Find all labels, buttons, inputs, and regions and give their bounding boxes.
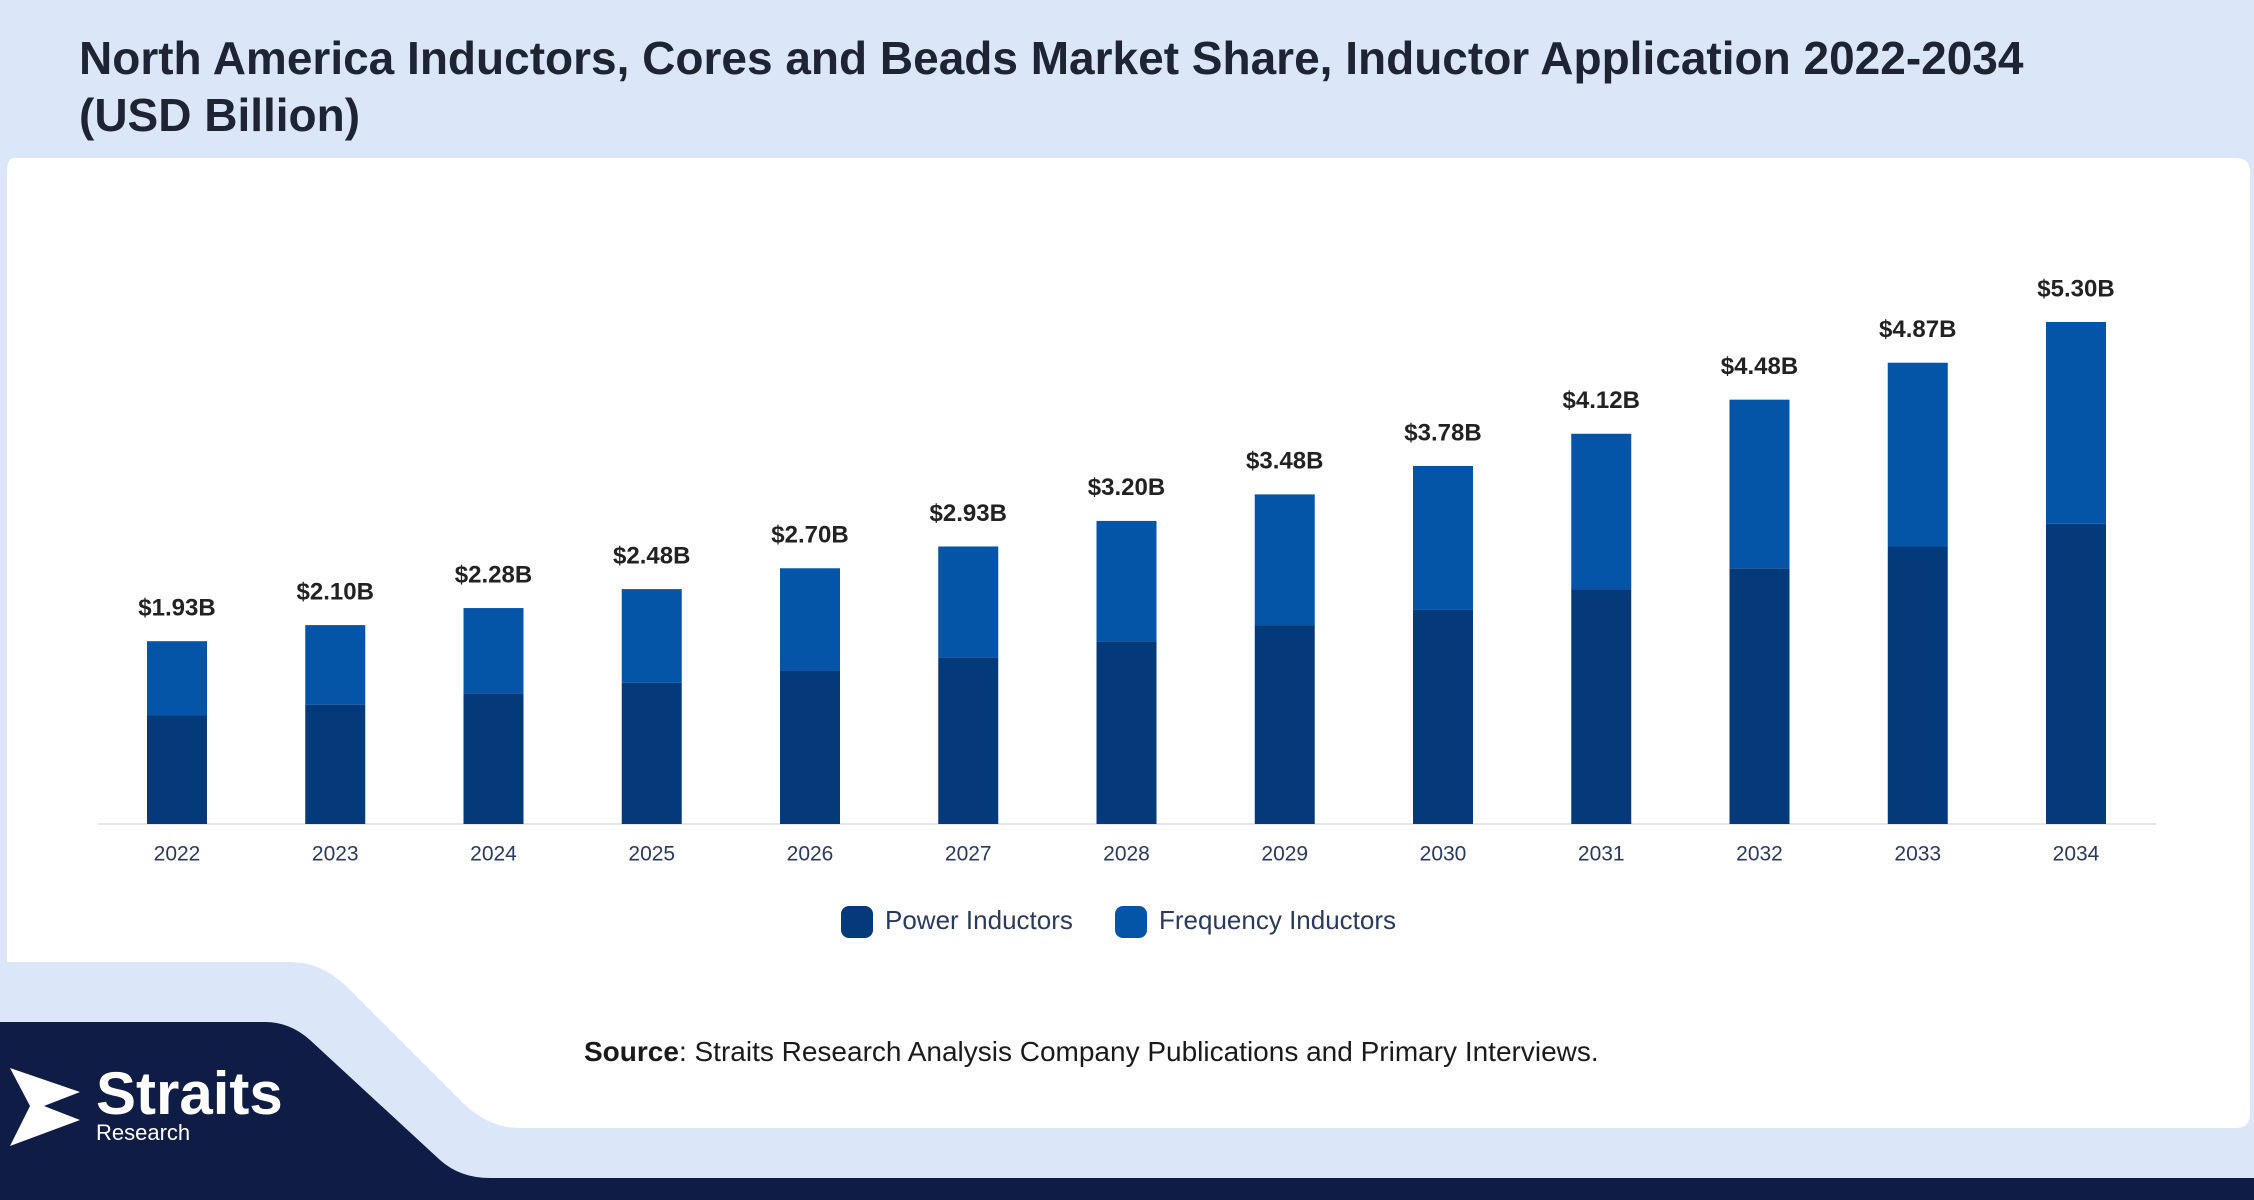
bar-segment — [147, 715, 207, 824]
total-label: $1.93B — [138, 595, 215, 622]
bar-segment — [1413, 465, 1473, 610]
x-tick-label: 2027 — [945, 843, 992, 866]
bar-segment — [1887, 546, 1948, 824]
x-tick-label: 2024 — [470, 843, 517, 866]
bar-segment — [1096, 641, 1157, 824]
bar-segment — [780, 670, 840, 824]
source-label: Source — [584, 1036, 679, 1067]
bar-segment — [938, 657, 999, 824]
footer-band — [0, 1022, 2254, 1200]
x-tick-label: 2028 — [1103, 843, 1150, 866]
source: Source: Straits Research Analysis Compan… — [584, 1036, 1599, 1067]
bar-segment — [1571, 589, 1632, 824]
x-tick-label: 2025 — [628, 843, 675, 866]
bar-segment — [463, 608, 524, 694]
legend-swatch — [841, 906, 873, 938]
x-tick-label: 2026 — [787, 843, 834, 866]
total-label: $2.93B — [930, 500, 1007, 527]
x-tick-label: 2032 — [1736, 843, 1783, 866]
logo-icon — [10, 1068, 80, 1146]
bar-segment — [780, 568, 840, 671]
bar-segment — [463, 693, 524, 824]
total-label: $3.48B — [1246, 448, 1323, 475]
x-tick-label: 2029 — [1261, 843, 1308, 866]
bar-segment — [1254, 494, 1315, 626]
bar-segment — [147, 641, 207, 716]
bar-segment — [305, 704, 366, 824]
x-tick-label: 2033 — [1894, 843, 1941, 866]
total-label: $5.30B — [2037, 275, 2114, 302]
total-label: $2.10B — [297, 578, 374, 605]
legend-label: Power Inductors — [885, 905, 1073, 935]
bar-segment — [1571, 433, 1632, 590]
bar-segment — [621, 682, 682, 824]
bar-segment — [305, 625, 366, 705]
x-tick-label: 2023 — [312, 843, 359, 866]
total-label: $2.48B — [613, 542, 690, 569]
source-text: : Straits Research Analysis Company Publ… — [679, 1036, 1599, 1067]
legend-label: Frequency Inductors — [1159, 905, 1396, 935]
total-label: $4.48B — [1721, 353, 1798, 380]
bar-segment — [2046, 523, 2106, 824]
total-label: $4.87B — [1879, 316, 1956, 343]
x-tick-label: 2031 — [1578, 843, 1625, 866]
bar-segment — [1729, 399, 1790, 569]
bar-segment — [2046, 322, 2106, 524]
bar-segment — [1413, 609, 1473, 824]
legend-swatch — [1115, 906, 1147, 938]
logo-tagline: Research — [96, 1120, 190, 1145]
total-label: $2.28B — [455, 561, 532, 588]
bar-segment — [1887, 362, 1948, 547]
bar-segment — [1096, 520, 1157, 642]
x-tick-label: 2022 — [154, 843, 201, 866]
total-label: $3.20B — [1088, 474, 1165, 501]
chart-title: North America Inductors, Cores and Beads… — [79, 32, 2024, 84]
bar-segment — [1254, 625, 1315, 824]
bar-segment — [938, 546, 999, 658]
logo-name: Straits — [96, 1060, 283, 1127]
bar-segment — [621, 589, 682, 683]
total-label: $4.12B — [1563, 387, 1640, 414]
total-label: $2.70B — [771, 522, 848, 549]
chart-title: (USD Billion) — [79, 89, 360, 141]
x-tick-label: 2030 — [1420, 843, 1467, 866]
x-tick-label: 2034 — [2053, 843, 2100, 866]
total-label: $3.78B — [1404, 419, 1481, 446]
bar-segment — [1729, 568, 1790, 824]
